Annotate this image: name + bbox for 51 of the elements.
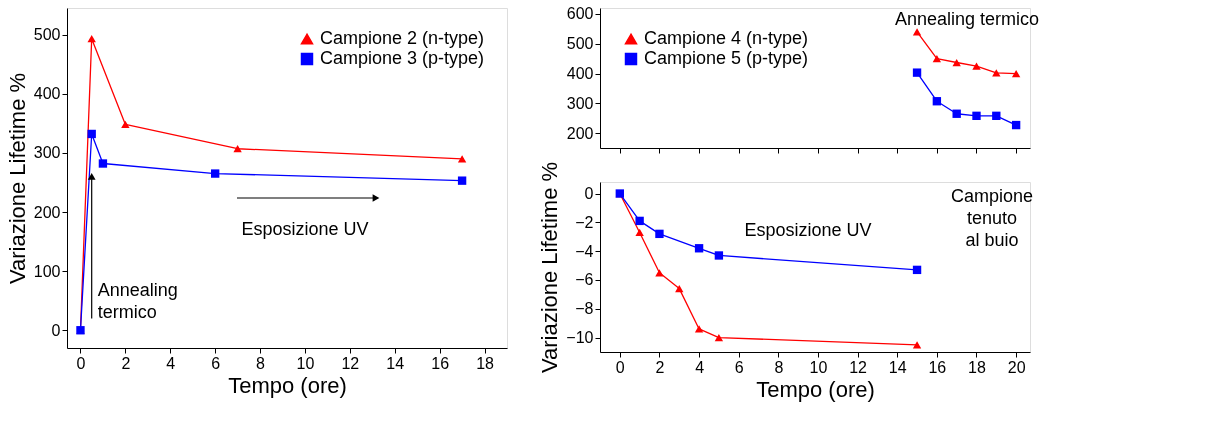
legend-label: Campione 2 (n-type) [320,28,485,48]
x-axis-title: Tempo (ore) [756,376,875,402]
y-tick-label: 300 [33,144,61,162]
x-tick-label: 8 [774,358,784,376]
legend-label: Campione 4 (n-type) [644,28,809,48]
x-tick-label: 18 [476,354,495,372]
legend-label: Campione 3 (p-type) [320,48,485,68]
annotation: Annealing termico [894,9,1040,29]
y-tick-label: 200 [33,203,61,221]
y-tick-label: −2 [575,213,594,231]
x-tick-label: 6 [211,354,221,372]
x-axis-title: Tempo (ore) [228,372,347,398]
y-tick-label: 0 [51,321,61,339]
annotation: Annealing termico [97,280,178,323]
y-tick-label: −10 [566,329,594,347]
x-tick-label: 2 [655,358,665,376]
y-tick-label: 0 [584,185,594,203]
x-tick-label: 12 [341,354,360,372]
x-tick-label: 12 [849,358,868,376]
annotation: Esposizione UV [241,219,369,239]
x-tick-label: 0 [615,358,625,376]
y-tick-label: 200 [566,124,594,142]
y-tick-label: 100 [33,262,61,280]
y-tick-label: 300 [566,94,594,112]
y-tick-label: 400 [33,85,61,103]
x-tick-label: 16 [431,354,450,372]
y-tick-label: 500 [566,35,594,53]
x-tick-label: 20 [1007,358,1026,376]
x-tick-label: 2 [121,354,131,372]
x-tick-label: 14 [888,358,907,376]
y-tick-label: 600 [566,5,594,23]
y-axis-title: Variazione Lifetime % [4,72,30,285]
x-tick-label: 4 [695,358,705,376]
x-tick-label: 10 [809,358,828,376]
annotation: Campione tenuto al buio [950,186,1034,250]
y-axis-title: Variazione Lifetime % [537,161,563,374]
x-tick-label: 6 [734,358,744,376]
x-tick-label: 14 [386,354,405,372]
x-tick-label: 10 [296,354,315,372]
y-tick-label: 400 [566,65,594,83]
x-tick-label: 16 [928,358,947,376]
y-tick-label: −6 [575,271,594,289]
x-tick-label: 8 [256,354,266,372]
x-tick-label: 18 [968,358,986,376]
legend-label: Campione 5 (p-type) [644,48,809,68]
x-tick-label: 4 [166,354,176,372]
y-tick-label: 500 [33,26,61,44]
annotation: Esposizione UV [744,220,872,240]
x-tick-label: 0 [76,354,86,372]
y-tick-label: −4 [575,242,594,260]
y-tick-label: −8 [575,300,594,318]
